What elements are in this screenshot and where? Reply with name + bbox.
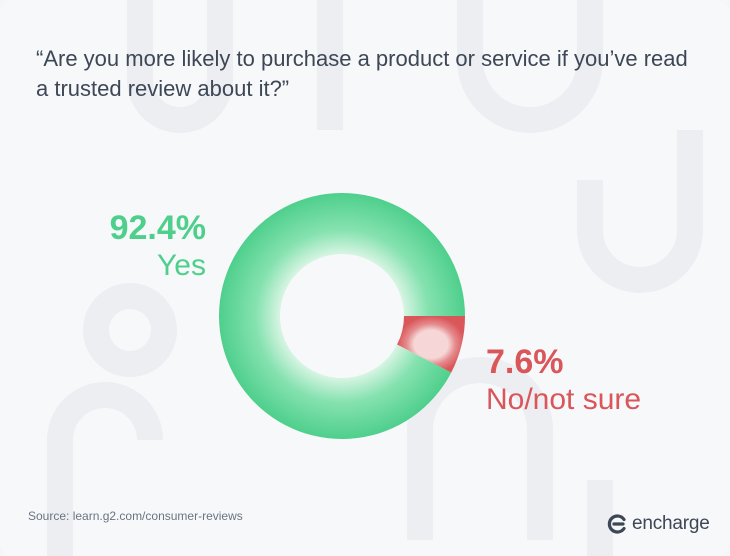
- label-yes: 92.4% Yes: [60, 208, 206, 284]
- slice-yes: [218, 192, 465, 439]
- brand-name: encharge: [632, 513, 710, 534]
- source-note: Source: learn.g2.com/consumer-reviews: [28, 509, 243, 523]
- no-label: No/not sure: [486, 383, 642, 416]
- yes-percentage: 92.4%: [109, 209, 206, 247]
- no-percentage: 7.6%: [486, 343, 564, 381]
- yes-label: Yes: [157, 249, 206, 282]
- label-no: 7.6% No/not sure: [486, 342, 706, 418]
- slice-no: [397, 316, 465, 373]
- chart-title: “Are you more likely to purchase a produ…: [36, 46, 688, 101]
- brand-logo: encharge: [607, 511, 710, 537]
- encharge-logo-icon: [607, 514, 626, 534]
